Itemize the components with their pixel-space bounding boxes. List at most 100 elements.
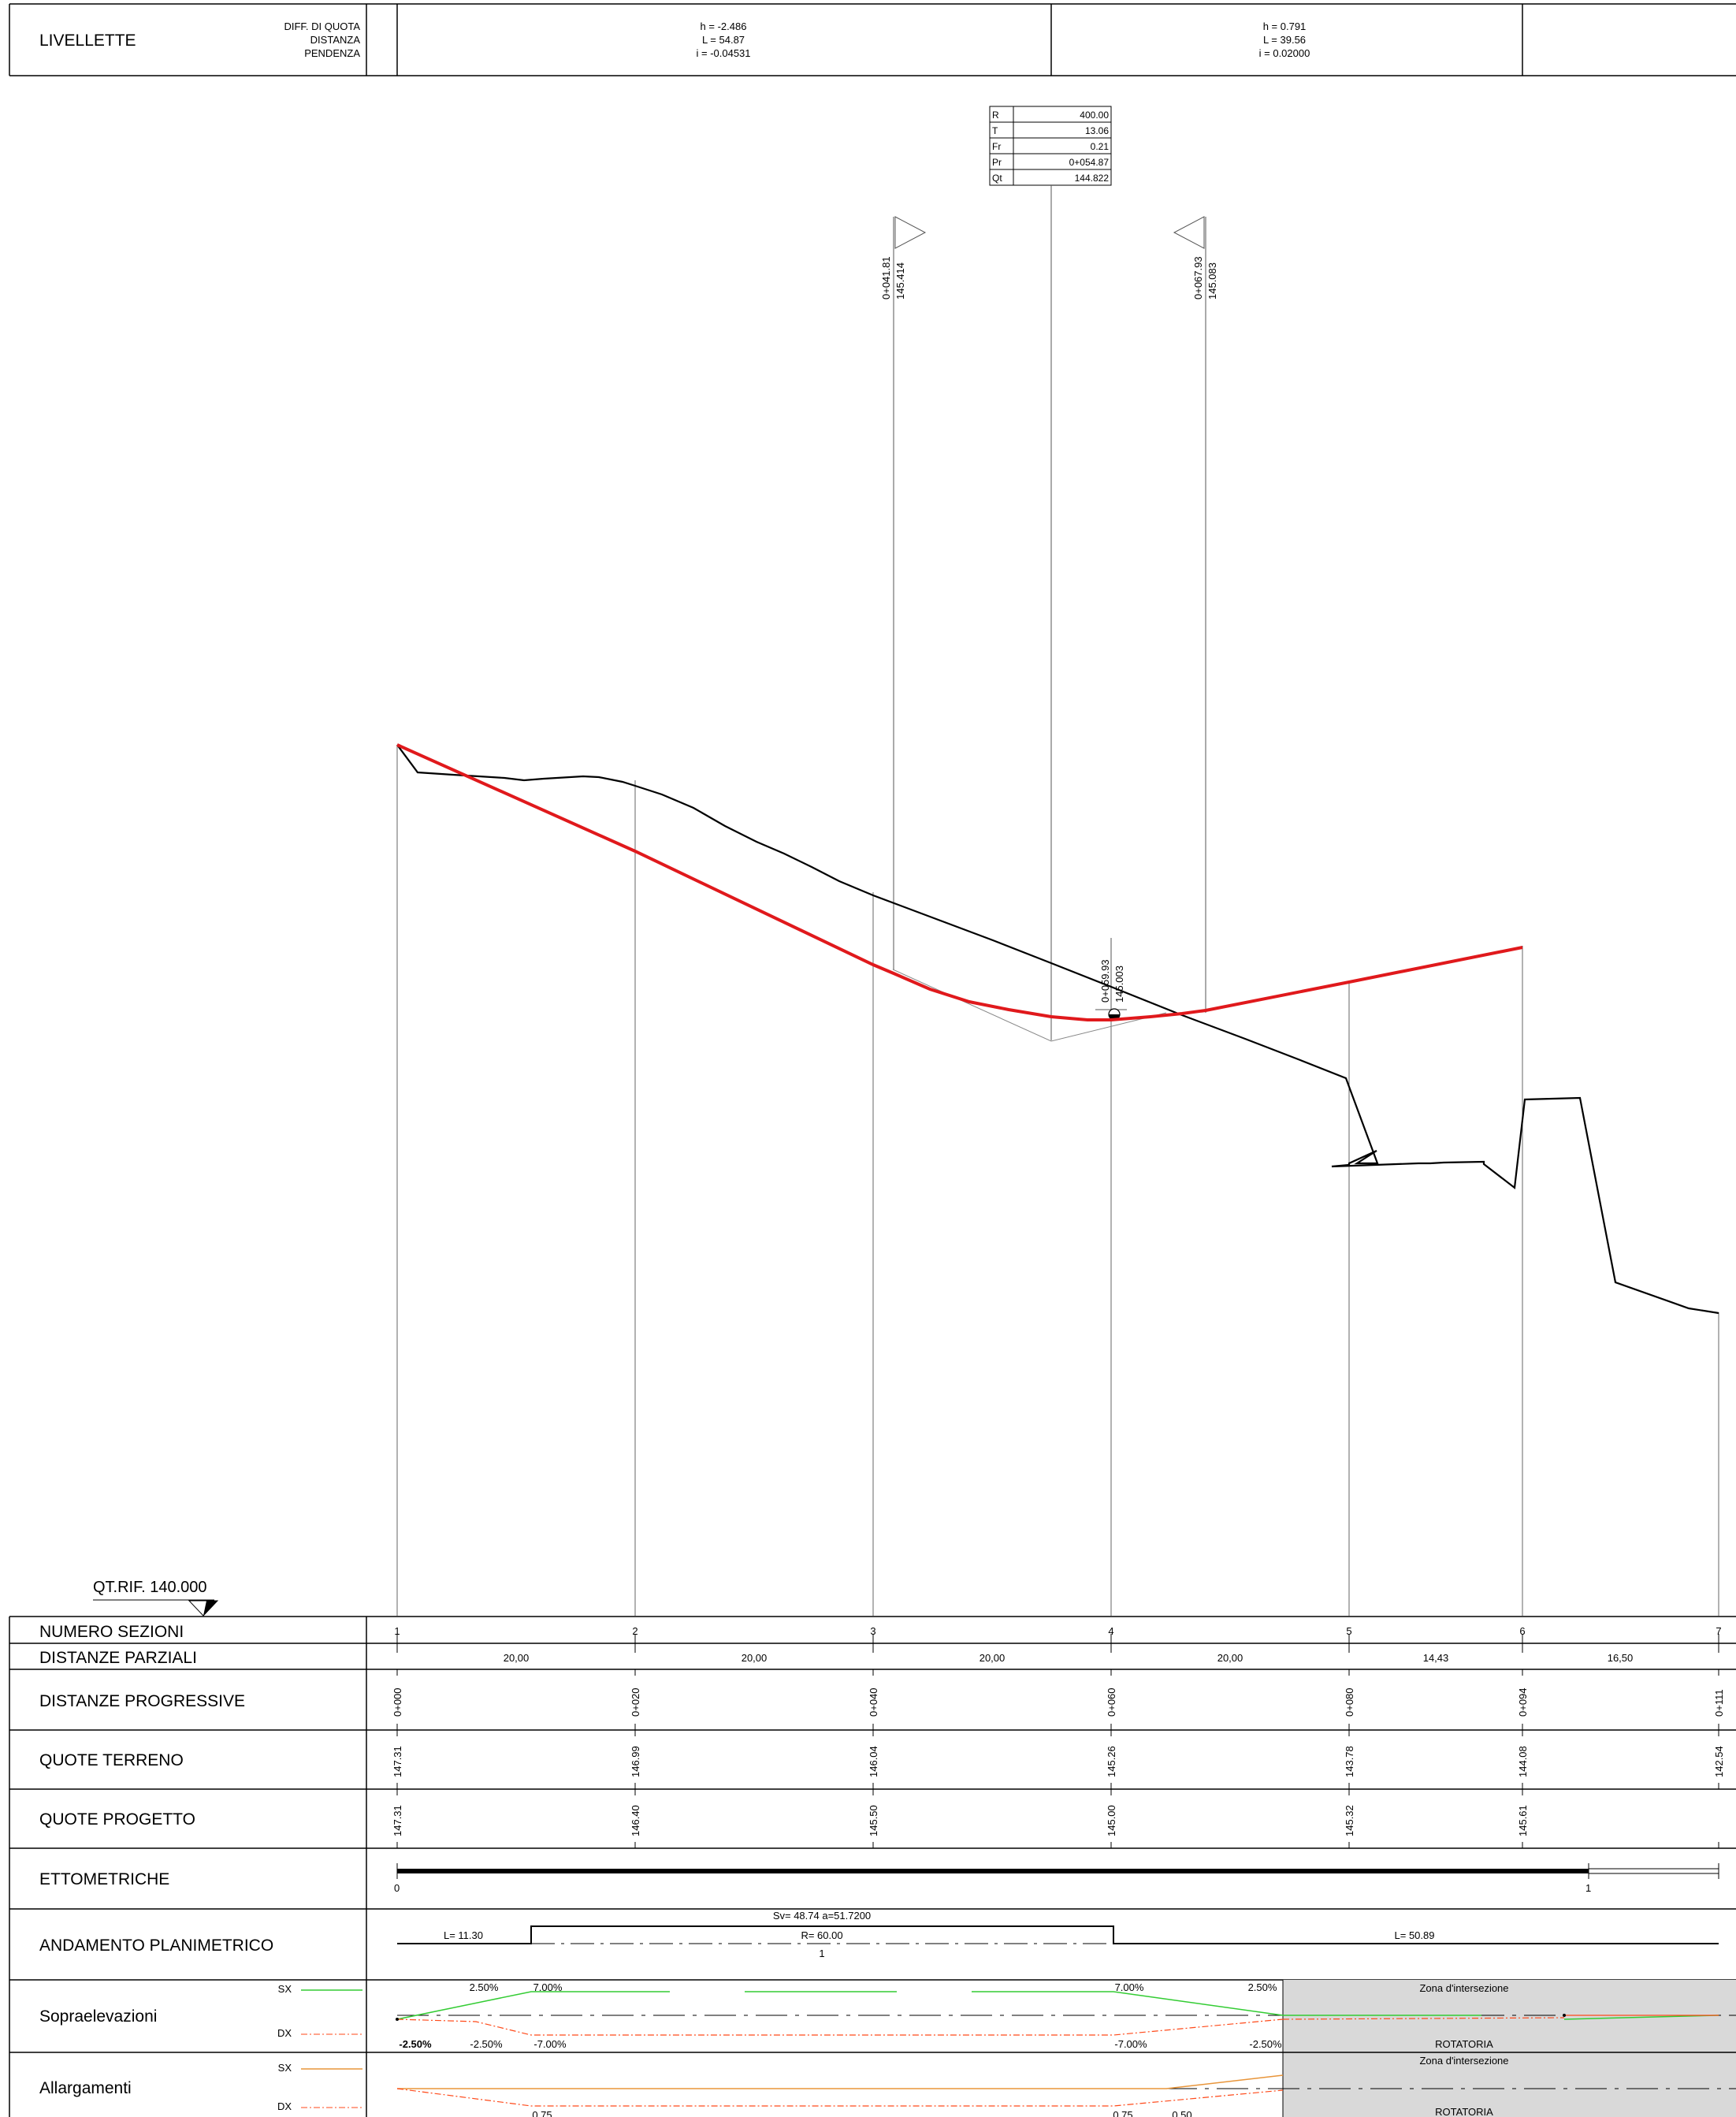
curve-value: 0.21: [1091, 141, 1110, 152]
zone-title: Zona d'intersezione: [1419, 1982, 1508, 1994]
row-label-ettometriche: ETTOMETRICHE: [39, 1870, 169, 1888]
hectometer-label: 0: [394, 1882, 400, 1894]
tangent-station: 0+067.93: [1192, 256, 1204, 300]
progressive-distance: 0+040: [868, 1687, 879, 1717]
section-number: 5: [1346, 1625, 1351, 1637]
grade-1-height: h = -2.486: [701, 20, 747, 32]
partial-distance: 20,00: [1217, 1652, 1243, 1664]
tangent-elevation: 145.083: [1206, 262, 1218, 300]
progressive-distance: 0+020: [630, 1687, 641, 1717]
curve-radius: R= 60.00: [801, 1929, 842, 1941]
grade-header: LIVELLETTE DIFF. DI QUOTA DISTANZA PENDE…: [9, 3, 1736, 76]
superelevation-dx: -7.00%: [1114, 2038, 1147, 2050]
project-elevation: 145.50: [868, 1805, 879, 1836]
progressive-distance: 0+111: [1713, 1689, 1725, 1717]
progressive-distance: 0+060: [1106, 1687, 1117, 1717]
section-number: 1: [394, 1625, 400, 1637]
grade-1-slope: i = -0.04531: [696, 47, 750, 59]
curve-number: 1: [819, 1948, 824, 1959]
project-elevation: 146.40: [630, 1805, 641, 1836]
terrain-elevation: 143.78: [1344, 1746, 1355, 1777]
partial-distance: 20,00: [504, 1652, 530, 1664]
row-label-sopraelevazioni: Sopraelevazioni: [39, 2007, 157, 2026]
terrain-elevation: 142.54: [1713, 1746, 1725, 1777]
planimetric-layout: L= 11.30 Sv= 48.74 a=51.7200 R= 60.00 1 …: [397, 1910, 1719, 1959]
terrain-elevation: 146.99: [630, 1746, 641, 1777]
curve-value: 400.00: [1080, 110, 1109, 121]
section-number: 7: [1716, 1625, 1721, 1637]
low-point-marker: 0+059.93 145.003: [1095, 938, 1127, 1021]
row-label-numero-sezioni: NUMERO SEZIONI: [39, 1623, 184, 1641]
tangent-elevation: 145.414: [894, 262, 906, 300]
superelevation-sx: 2.50%: [1248, 1981, 1277, 1993]
row-label-quote-progetto: QUOTE PROGETTO: [39, 1810, 195, 1829]
curve-key: R: [992, 110, 999, 121]
project-line: [396, 743, 1523, 1021]
partial-distance: 20,00: [742, 1652, 768, 1664]
terrain-elevation: 144.08: [1517, 1746, 1529, 1777]
widening-value: 0.50: [1172, 2109, 1191, 2117]
dx-label: DX: [277, 2100, 292, 2112]
curve-development: Sv= 48.74 a=51.7200: [773, 1910, 871, 1922]
row-label-quote-terreno: QUOTE TERRENO: [39, 1751, 184, 1769]
curve-value: 0+054.87: [1069, 157, 1110, 168]
profile-area: 0+041.81 145.414 0+067.93 145.083 0+059.…: [396, 185, 1719, 1616]
sx-label: SX: [278, 2062, 292, 2074]
hectometer-label: 1: [1585, 1882, 1591, 1894]
superelevation-dx: -2.50%: [470, 2038, 503, 2050]
grade-1-length: L = 54.87: [702, 34, 745, 46]
superelevation-sx: 2.50%: [470, 1981, 499, 1993]
terrain-elevation: 145.26: [1106, 1746, 1117, 1777]
progressive-distance: 0+094: [1517, 1687, 1529, 1717]
row-label-distanze-progressive: DISTANZE PROGRESSIVE: [39, 1692, 245, 1710]
section-number: 4: [1108, 1625, 1113, 1637]
zone-title: Zona d'intersezione: [1419, 2055, 1508, 2067]
reference-label: QT.RIF. 140.000: [93, 1579, 207, 1596]
intersection-zone: [1283, 1980, 1736, 2117]
partial-distance: 14,43: [1423, 1652, 1449, 1664]
curve-key: Fr: [992, 141, 1001, 152]
widening-diagram: SX DX 0.75 0.75 0.50: [277, 2062, 1736, 2117]
grade-header-title: LIVELLETTE: [39, 32, 136, 50]
superelevation-dx: -2.50%: [1249, 2038, 1282, 2050]
widening-value: 0.75: [1113, 2109, 1132, 2117]
hectometer-bar: 0 1: [394, 1863, 1719, 1894]
row-label-distanze-parziali: DISTANZE PARZIALI: [39, 1649, 197, 1667]
progressive-distance: 0+080: [1344, 1687, 1355, 1717]
project-elevation: 145.61: [1517, 1805, 1529, 1836]
superelevation-sx: 7.00%: [533, 1981, 563, 1993]
curve-value: 144.822: [1075, 173, 1110, 184]
zone-name: ROTATORIA: [1435, 2038, 1493, 2050]
dx-label: DX: [277, 2027, 292, 2039]
curve-key: T: [992, 125, 998, 136]
low-point-station: 0+059.93: [1099, 959, 1111, 1003]
vertical-curve-table: R T Fr Pr Qt 400.00 13.06 0.21 0+054.87 …: [989, 106, 1112, 186]
reference-elevation: QT.RIF. 140.000: [93, 1579, 219, 1617]
curve-key: Qt: [992, 173, 1002, 184]
straight-length: L= 11.30: [444, 1929, 483, 1941]
grade-header-label: DIFF. DI QUOTA: [284, 20, 360, 32]
straight-length: L= 50.89: [1395, 1929, 1435, 1941]
curve-key: Pr: [992, 157, 1002, 168]
profile-table: NUMERO SEZIONI DISTANZE PARZIALI DISTANZ…: [9, 1616, 1736, 2117]
curve-value: 13.06: [1085, 125, 1109, 136]
progressive-distance: 0+000: [392, 1687, 403, 1717]
partial-distance: 20,00: [980, 1652, 1006, 1664]
tangent-station: 0+041.81: [880, 256, 892, 300]
row-label-andamento: ANDAMENTO PLANIMETRICO: [39, 1937, 273, 1955]
project-elevation: 145.00: [1106, 1805, 1117, 1836]
grade-header-label: DISTANZA: [310, 34, 361, 46]
terrain-line: [396, 744, 1719, 1315]
terrain-elevation: 146.04: [868, 1746, 879, 1777]
partial-distance: 16,50: [1608, 1652, 1634, 1664]
section-number: 3: [870, 1625, 875, 1637]
grade-2-length: L = 39.56: [1263, 34, 1306, 46]
section-number: 2: [632, 1625, 638, 1637]
superelevation-dx: -7.00%: [533, 2038, 567, 2050]
grade-header-label: PENDENZA: [304, 47, 360, 59]
terrain-elevation: 147.31: [392, 1746, 403, 1777]
project-elevation: 145.32: [1344, 1805, 1355, 1836]
superelevation-sx: 7.00%: [1115, 1981, 1144, 1993]
superelevation-diagram: SX DX 2.50% 7.00% 7.00% 2.50% -2.50% -2.…: [277, 1981, 1736, 2050]
